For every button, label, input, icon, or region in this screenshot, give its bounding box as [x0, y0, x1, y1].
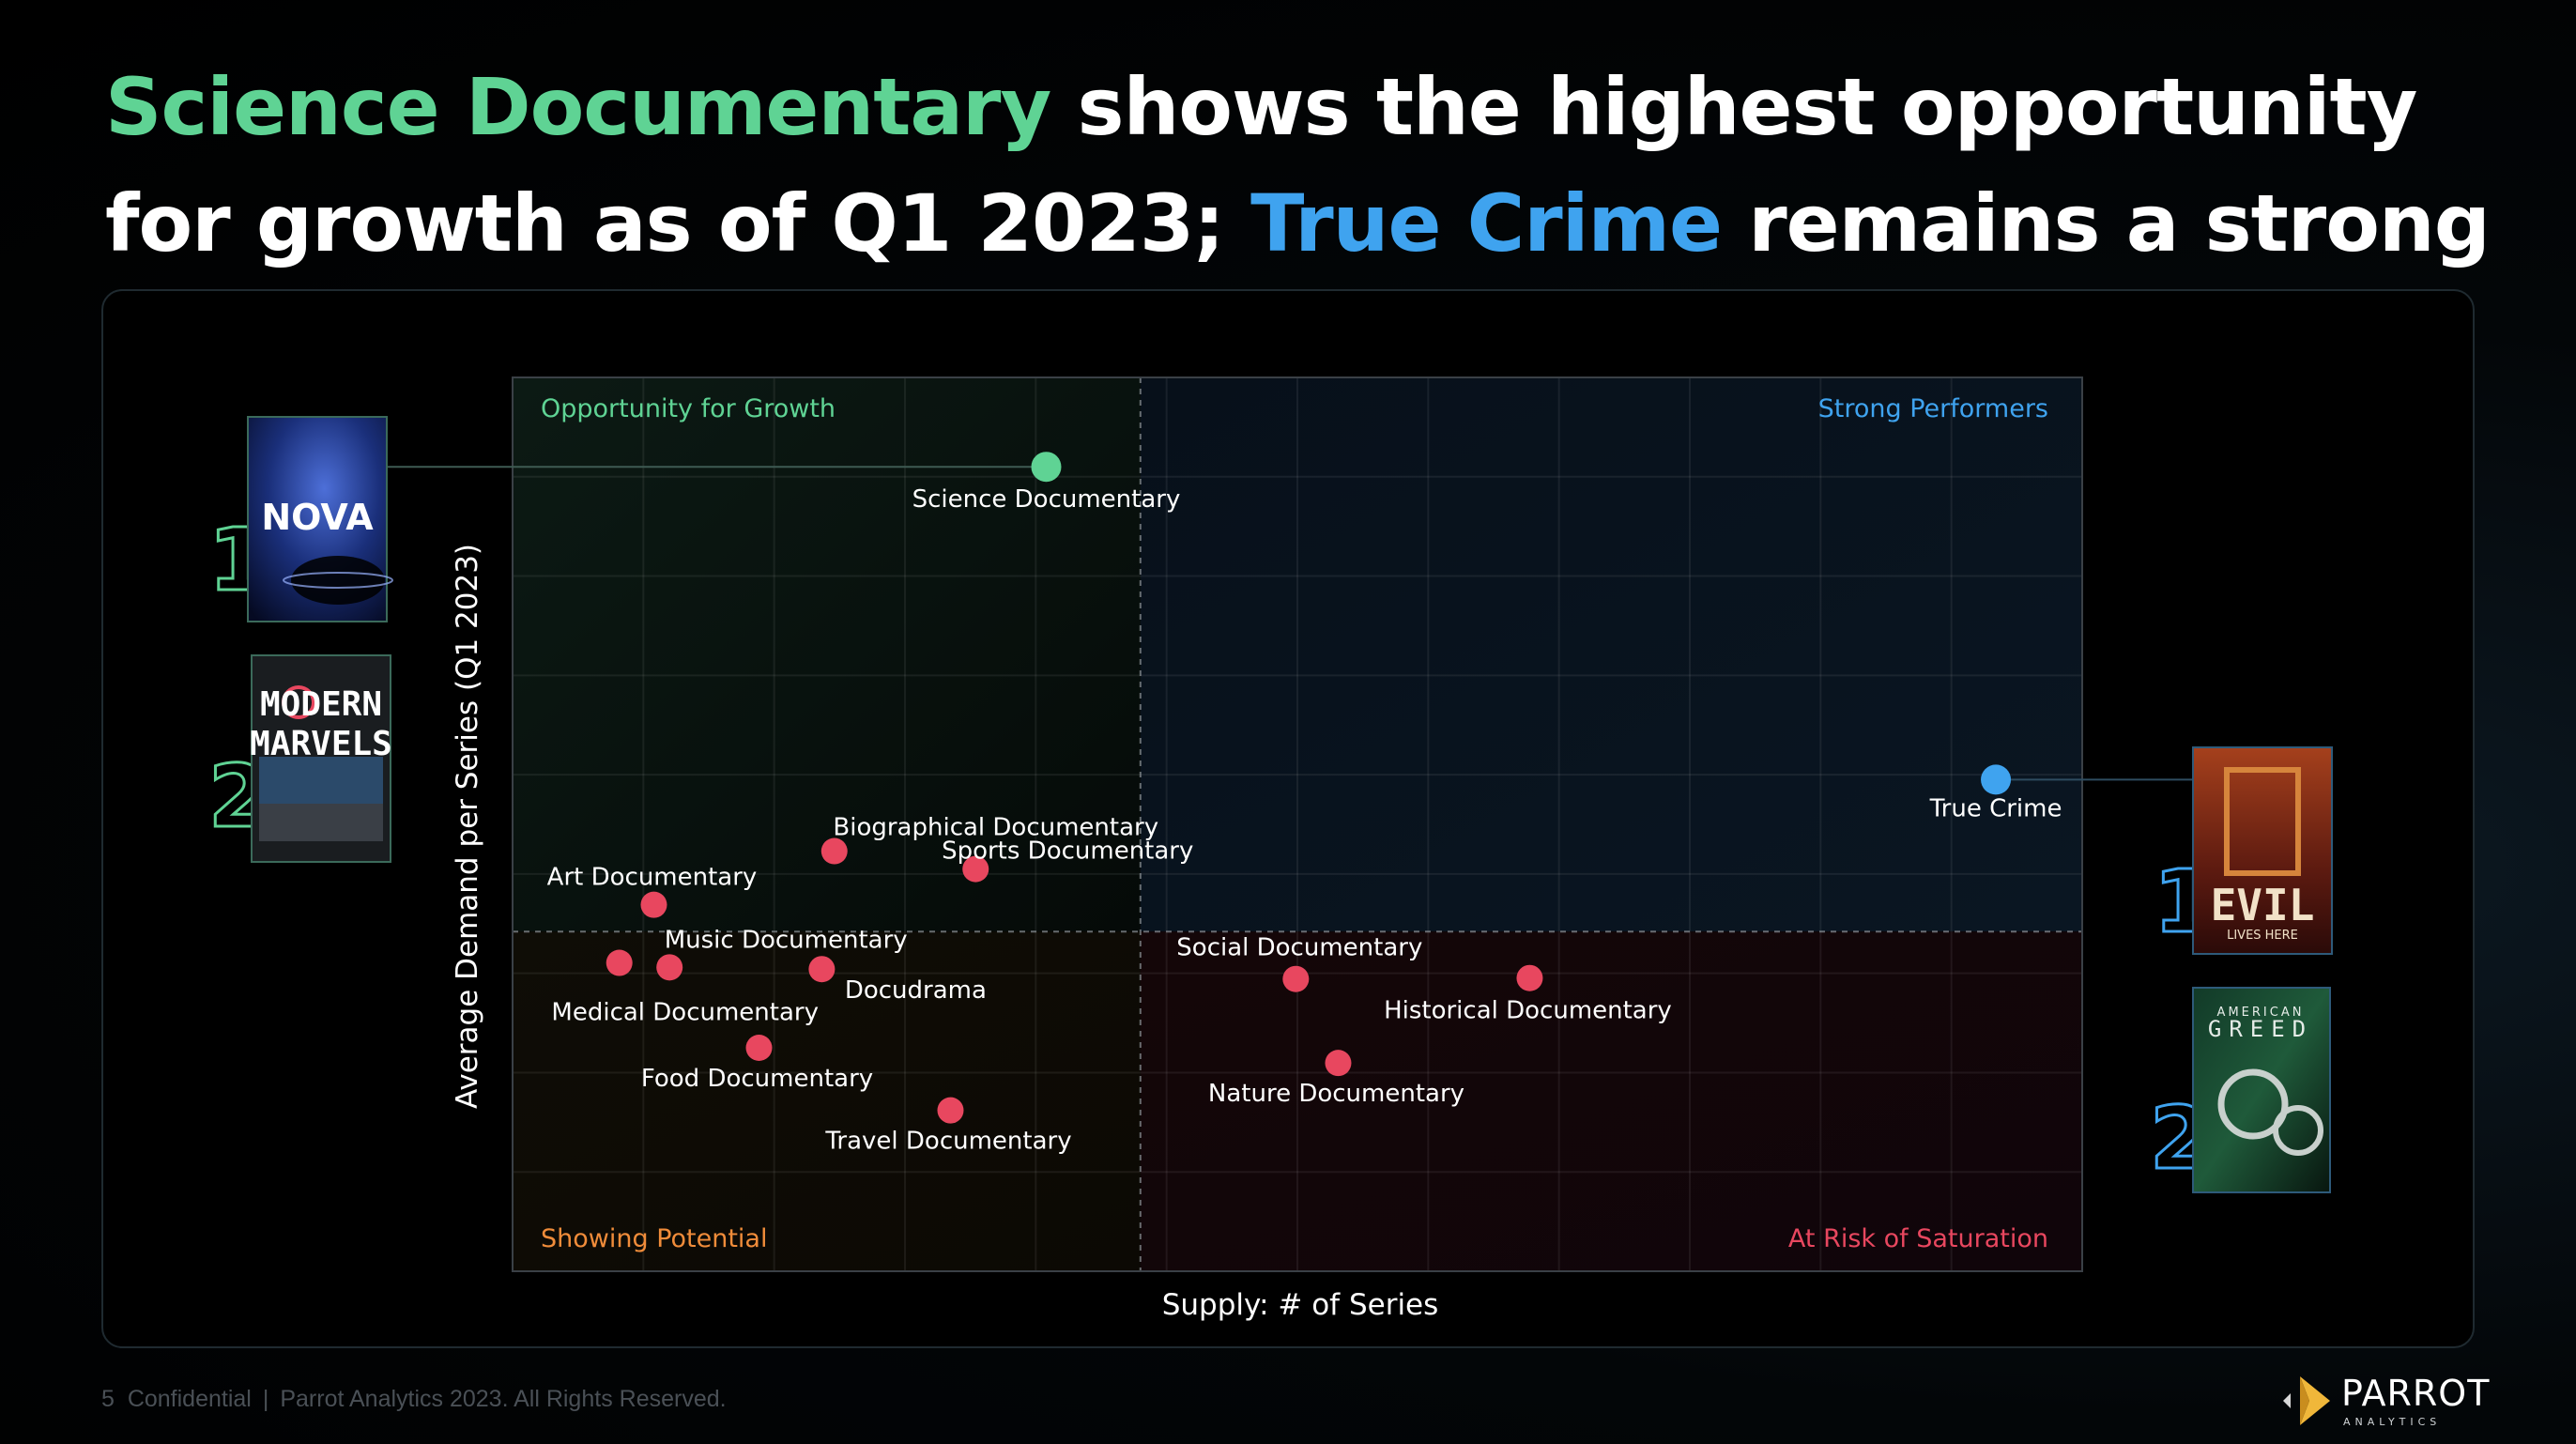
data-label: Sports Documentary [942, 837, 1193, 866]
parrot-logo: PARROT ANALYTICS [2276, 1369, 2489, 1435]
data-point-true-crime[interactable] [1981, 764, 2012, 795]
data-label: Social Documentary [1176, 934, 1422, 962]
evil-subtitle: LIVES HERE [2227, 929, 2298, 943]
footer: 5 Confidential | Parrot Analytics 2023. Al… [101, 1386, 727, 1413]
plot-border [512, 376, 2083, 1272]
modern-marvels-title-1: MODERN [260, 685, 382, 724]
quadrant-label-saturation: At Risk of Saturation [1788, 1224, 2048, 1253]
data-labels: Science Documentary True Crime Biographica… [547, 485, 2062, 1155]
data-label: Science Documentary [912, 485, 1181, 514]
footer-copyright: Parrot Analytics 2023. All Rights Reserv… [280, 1386, 727, 1412]
nova-ring-shape [283, 572, 393, 589]
nova-title: NOVA [261, 497, 374, 538]
data-label: Docudrama [845, 976, 987, 1005]
poster-american-greed: 2 AMERICAN GREED [2149, 987, 2331, 1193]
modern-marvels-logo-ring [282, 685, 315, 719]
grid-lines [513, 377, 2082, 1271]
data-label: Food Documentary [641, 1065, 873, 1093]
brand-name: PARROT [2341, 1373, 2491, 1414]
data-point-historical-documentary[interactable] [1516, 964, 1543, 991]
american-greed-title-1: AMERICAN [2217, 1006, 2305, 1020]
data-point-medical-documentary[interactable] [606, 949, 633, 976]
data-label: Historical Documentary [1384, 997, 1672, 1025]
modern-marvels-title-2: MARVELS [250, 725, 392, 763]
data-point-sports-documentary[interactable] [962, 855, 989, 883]
data-point-science-documentary[interactable] [1031, 452, 1062, 483]
quadrant-dividers [513, 377, 2082, 1271]
evil-title: EVIL [2211, 880, 2315, 930]
data-label: Nature Documentary [1208, 1080, 1464, 1108]
data-point-art-documentary[interactable] [640, 891, 667, 918]
quadrant-label-strong: Strong Performers [1818, 394, 2048, 423]
data-point-social-documentary[interactable] [1282, 965, 1310, 992]
data-label: True Crime [1929, 794, 2062, 822]
y-axis-label: Average Demand per Series (Q1 2023) [451, 544, 484, 1109]
american-greed-handcuff-2 [2273, 1105, 2323, 1156]
data-point-travel-documentary[interactable] [937, 1097, 964, 1124]
data-label: Biographical Documentary [833, 814, 1158, 842]
data-points [606, 452, 2012, 1124]
american-greed-poster-image [2192, 987, 2331, 1193]
quadrant-potential-bg [513, 931, 1141, 1271]
data-point-biographical-documentary[interactable] [820, 837, 848, 865]
data-label: Travel Documentary [824, 1128, 1071, 1156]
headline-text-1: shows the highest opportunity for growth… [105, 61, 2417, 269]
quadrant-strong-bg [1140, 377, 2082, 932]
page-number: 5 [101, 1386, 115, 1412]
headline-highlight-science: Science Documentary [105, 61, 1051, 153]
headline-highlight-true-crime: True Crime [1250, 177, 1723, 269]
evil-door-frame [2224, 767, 2301, 876]
quadrant-label-opportunity: Opportunity for Growth [541, 394, 836, 423]
poster-modern-marvels: 2 MODERN MARVELS [207, 654, 392, 863]
brand-subtitle: ANALYTICS [2343, 1416, 2442, 1428]
data-label: Music Documentary [665, 926, 908, 954]
evil-poster-image [2192, 746, 2333, 955]
footer-separator: | [262, 1386, 269, 1412]
data-point-music-documentary[interactable] [656, 954, 683, 981]
footer-confidential: Confidential [127, 1386, 252, 1412]
american-greed-handcuff-1 [2217, 1068, 2289, 1140]
data-point-docudrama[interactable] [808, 956, 836, 983]
modern-marvels-photo-strip-2 [259, 804, 383, 841]
modern-marvels-photo-strip [259, 757, 383, 804]
x-axis-label: Supply: # of Series [1162, 1288, 1439, 1322]
american-greed-title-2: GREED [2208, 1016, 2313, 1042]
poster-nova: 1 NOVA [207, 416, 393, 622]
poster-evil: 1 EVIL LIVES HERE [2153, 746, 2333, 955]
data-label: Art Documentary [547, 864, 758, 892]
quadrant-label-potential: Showing Potential [541, 1224, 767, 1253]
parrot-logo-icon [2283, 1376, 2330, 1425]
nova-blackhole-shape [291, 556, 385, 605]
data-point-nature-documentary[interactable] [1325, 1050, 1352, 1077]
data-point-food-documentary[interactable] [745, 1035, 773, 1061]
data-label: Medical Documentary [551, 999, 819, 1027]
